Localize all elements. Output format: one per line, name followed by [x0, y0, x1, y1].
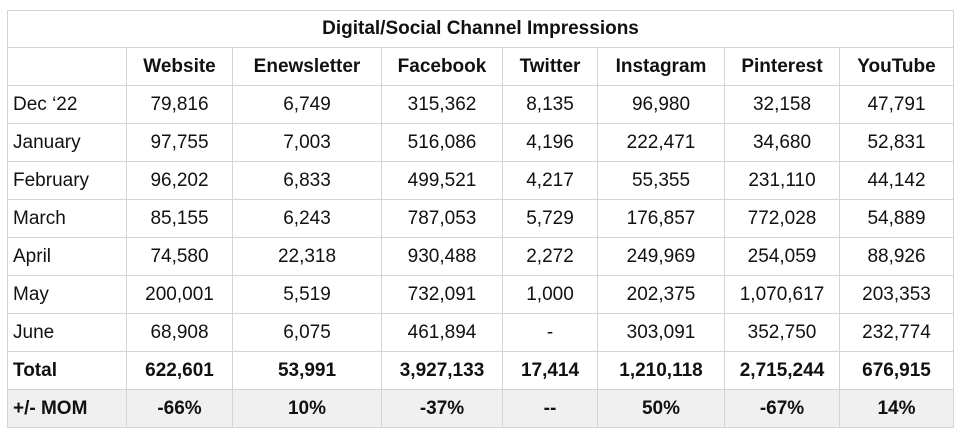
table-cell: 6,075 [232, 313, 382, 352]
table-row: Dec ‘22 79,816 6,749 315,362 8,135 96,980 32,1… [7, 85, 954, 124]
table-cell: 68,908 [126, 313, 233, 352]
table-cell: 85,155 [126, 199, 233, 238]
mom-row: +/- MOM -66% 10% -37% -- 50% -67% 14% [7, 389, 954, 428]
table-row: February 96,202 6,833 499,521 4,217 55,355 231… [7, 161, 954, 200]
table-cell: 232,774 [839, 313, 954, 352]
table-cell: 4,196 [502, 123, 598, 162]
row-label: February [7, 161, 127, 200]
table-cell: 315,362 [381, 85, 503, 124]
table-cell: 1,000 [502, 275, 598, 314]
row-label: April [7, 237, 127, 276]
row-label: Dec ‘22 [7, 85, 127, 124]
table-cell: 516,086 [381, 123, 503, 162]
table-cell: 34,680 [724, 123, 840, 162]
table-cell: 622,601 [126, 351, 233, 390]
table-cell: 2,272 [502, 237, 598, 276]
table-cell: 3,927,133 [381, 351, 503, 390]
row-label: +/- MOM [7, 389, 127, 428]
table-cell: 55,355 [597, 161, 725, 200]
row-label: May [7, 275, 127, 314]
table-cell: -66% [126, 389, 233, 428]
row-label: June [7, 313, 127, 352]
table-cell: 4,217 [502, 161, 598, 200]
table-row: April 74,580 22,318 930,488 2,272 249,969 254,… [7, 237, 954, 276]
table-cell: 231,110 [724, 161, 840, 200]
table-row: May 200,001 5,519 732,091 1,000 202,375 1,070,… [7, 275, 954, 314]
table-cell: 1,210,118 [597, 351, 725, 390]
table-cell: 7,003 [232, 123, 382, 162]
table-cell: 14% [839, 389, 954, 428]
column-header: Facebook [381, 47, 503, 86]
column-header: Website [126, 47, 233, 86]
column-header: Enewsletter [232, 47, 382, 86]
table-cell: 930,488 [381, 237, 503, 276]
table-cell: 44,142 [839, 161, 954, 200]
table-cell: 499,521 [381, 161, 503, 200]
table-cell: 6,749 [232, 85, 382, 124]
table-cell: 249,969 [597, 237, 725, 276]
row-label: January [7, 123, 127, 162]
table-title: Digital/Social Channel Impressions [7, 10, 954, 48]
table-cell: 74,580 [126, 237, 233, 276]
table-cell: - [502, 313, 598, 352]
row-label: Total [7, 351, 127, 390]
table-row: June 68,908 6,075 461,894-303,091 352,750 232… [7, 313, 954, 352]
table-cell: 52,831 [839, 123, 954, 162]
table-cell: 88,926 [839, 237, 954, 276]
table-cell: 461,894 [381, 313, 503, 352]
table-cell: -- [502, 389, 598, 428]
table-cell: 2,715,244 [724, 351, 840, 390]
table-cell: 10% [232, 389, 382, 428]
header-corner [7, 47, 127, 86]
table-cell: -37% [381, 389, 503, 428]
table-row: March 85,155 6,243 787,053 5,729 176,857 772,0… [7, 199, 954, 238]
table-cell: 54,889 [839, 199, 954, 238]
table-cell: 79,816 [126, 85, 233, 124]
table-cell: 5,729 [502, 199, 598, 238]
table-cell: 17,414 [502, 351, 598, 390]
table-cell: 203,353 [839, 275, 954, 314]
table-cell: 96,980 [597, 85, 725, 124]
table-cell: 352,750 [724, 313, 840, 352]
table-cell: 303,091 [597, 313, 725, 352]
table-cell: 47,791 [839, 85, 954, 124]
header-row: Website Enewsletter Facebook Twitter Instagr… [7, 47, 954, 86]
column-header: Instagram [597, 47, 725, 86]
table-cell: 222,471 [597, 123, 725, 162]
table-cell: 1,070,617 [724, 275, 840, 314]
table-cell: 787,053 [381, 199, 503, 238]
table-cell: 96,202 [126, 161, 233, 200]
column-header: Twitter [502, 47, 598, 86]
table-cell: 8,135 [502, 85, 598, 124]
total-row: Total 622,601 53,991 3,927,133 17,414 1,210,1… [7, 351, 954, 390]
column-header: Pinterest [724, 47, 840, 86]
table-cell: 772,028 [724, 199, 840, 238]
table-cell: 176,857 [597, 199, 725, 238]
table-cell: 53,991 [232, 351, 382, 390]
table-cell: 5,519 [232, 275, 382, 314]
table-cell: 50% [597, 389, 725, 428]
table-row: January 97,755 7,003 516,086 4,196 222,471 34,… [7, 123, 954, 162]
impressions-table: Digital/Social Channel Impressions Websi… [7, 10, 954, 428]
table-cell: 676,915 [839, 351, 954, 390]
table-cell: 6,243 [232, 199, 382, 238]
table-cell: 32,158 [724, 85, 840, 124]
row-label: March [7, 199, 127, 238]
table-cell: 732,091 [381, 275, 503, 314]
table-cell: 202,375 [597, 275, 725, 314]
table-cell: 254,059 [724, 237, 840, 276]
table-cell: 6,833 [232, 161, 382, 200]
table-cell: -67% [724, 389, 840, 428]
column-header: YouTube [839, 47, 954, 86]
table-cell: 22,318 [232, 237, 382, 276]
table-cell: 200,001 [126, 275, 233, 314]
table-cell: 97,755 [126, 123, 233, 162]
